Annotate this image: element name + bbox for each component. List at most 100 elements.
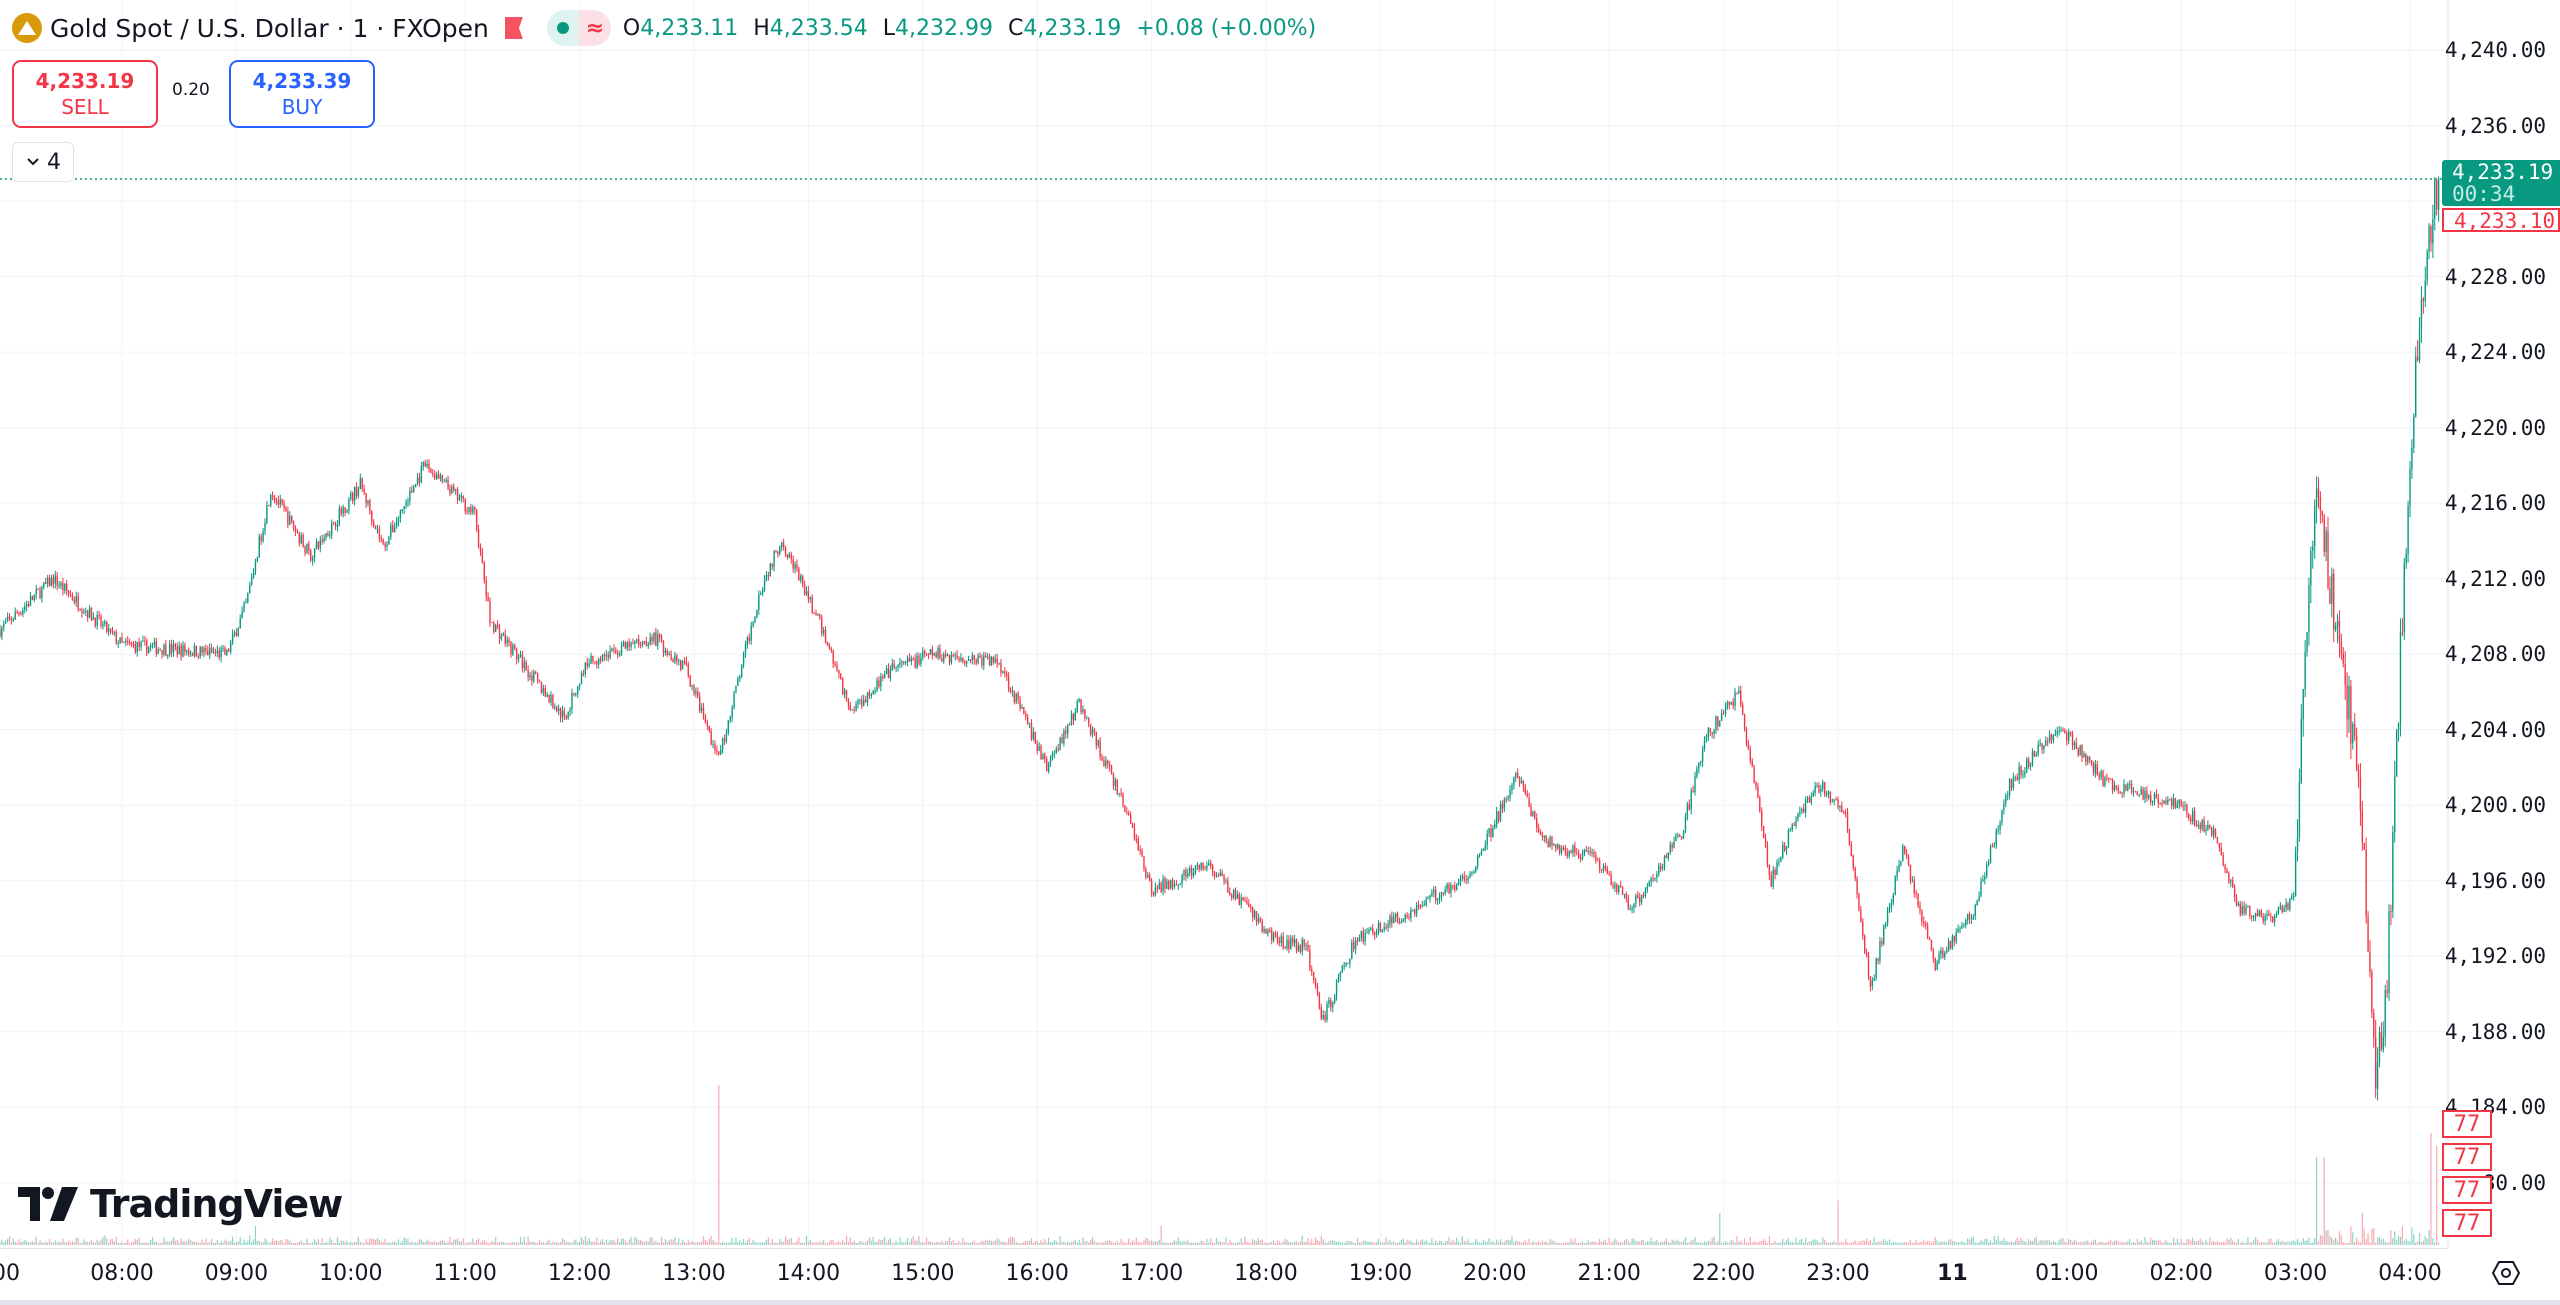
volume-bar xyxy=(1974,1242,1976,1245)
candle xyxy=(168,644,171,656)
tradingview-logo-icon xyxy=(18,1187,78,1221)
candle xyxy=(658,634,661,638)
candle xyxy=(1036,743,1038,751)
volume-bar xyxy=(1841,1241,1843,1245)
volume-bar xyxy=(1850,1242,1852,1245)
candle xyxy=(1469,873,1471,879)
volume-bar xyxy=(272,1238,274,1245)
candle xyxy=(75,596,77,603)
volume-bar xyxy=(1364,1240,1366,1245)
time-tick-label: 20:00 xyxy=(1463,1261,1527,1286)
gold-bars-icon xyxy=(12,13,42,43)
indicators-toggle[interactable]: 4 xyxy=(12,142,74,182)
volume-bar xyxy=(214,1242,217,1245)
time-tick-label: 00 xyxy=(0,1261,20,1286)
candle xyxy=(1831,801,1833,803)
volume-bar xyxy=(1040,1240,1042,1245)
volume-bar xyxy=(1541,1240,1544,1245)
candle xyxy=(630,643,632,647)
candle xyxy=(73,599,76,603)
volume-bar xyxy=(1053,1240,1055,1245)
volume-bar xyxy=(479,1242,482,1245)
candle xyxy=(306,543,308,554)
volume-bar xyxy=(977,1242,979,1245)
volume-bar xyxy=(497,1242,499,1245)
candle xyxy=(376,528,379,530)
candle xyxy=(603,654,606,657)
volume-bar xyxy=(331,1240,333,1245)
volume-bar xyxy=(931,1242,933,1245)
flag-icon[interactable] xyxy=(504,17,523,39)
candle xyxy=(500,635,503,639)
volume-bar xyxy=(1356,1237,1359,1245)
candle xyxy=(517,656,520,660)
price-axis[interactable]: 4,240.00 4,236.00 4,228.00 4,224.00 4,220.00… xyxy=(2445,0,2560,1248)
candle xyxy=(372,521,375,526)
volume-bar xyxy=(2087,1240,2089,1245)
candle xyxy=(1707,728,1710,737)
volume-bar xyxy=(1940,1241,1942,1245)
candle xyxy=(2085,754,2087,762)
volume-bar xyxy=(2407,1241,2409,1245)
volume-bar xyxy=(102,1237,104,1245)
candle xyxy=(2394,776,2396,833)
volume-bar xyxy=(1724,1241,1727,1245)
chart-settings-button[interactable] xyxy=(2488,1258,2524,1288)
candle xyxy=(565,715,567,719)
volume-bar xyxy=(577,1242,579,1245)
volume-bar xyxy=(298,1241,300,1245)
candle xyxy=(1215,875,1218,877)
volume-bar xyxy=(1358,1242,1361,1245)
volume-bar xyxy=(815,1241,817,1245)
volume-bar xyxy=(800,1242,802,1245)
candle xyxy=(1844,812,1847,814)
buy-button[interactable]: 4,233.39 BUY xyxy=(229,60,375,128)
candle xyxy=(2336,620,2339,627)
candle xyxy=(1271,930,1273,941)
volume-bar xyxy=(1368,1241,1370,1245)
candle xyxy=(920,657,922,664)
candle xyxy=(1926,925,1929,939)
grid-lines xyxy=(0,0,2448,1248)
candle xyxy=(1593,852,1595,856)
candle xyxy=(1913,880,1915,894)
candle xyxy=(809,597,812,600)
candle xyxy=(2214,829,2217,838)
volume-bar xyxy=(2203,1242,2205,1245)
candle xyxy=(319,539,321,548)
candle xyxy=(1572,845,1574,854)
volume-bar xyxy=(1505,1239,1507,1245)
candle xyxy=(1774,869,1776,875)
candle xyxy=(102,624,104,626)
candle xyxy=(422,462,424,467)
candle xyxy=(470,506,472,513)
volume-bar xyxy=(691,1241,693,1245)
candle xyxy=(2247,906,2249,908)
volume-bar xyxy=(1450,1241,1452,1245)
candle xyxy=(1280,936,1282,943)
candle xyxy=(2184,805,2186,807)
candle xyxy=(824,629,827,643)
candle xyxy=(1356,940,1359,942)
volume-bar xyxy=(683,1242,686,1245)
candle xyxy=(899,662,901,665)
market-status[interactable]: ≈ xyxy=(546,10,611,46)
volume-bars xyxy=(0,1085,2440,1245)
volume-bar xyxy=(1515,1240,1517,1245)
volume-bar xyxy=(1909,1239,1912,1245)
candle xyxy=(887,668,890,679)
candle xyxy=(1501,803,1504,809)
volume-bar xyxy=(964,1241,966,1245)
candle xyxy=(1986,864,1988,877)
time-axis[interactable]: 0008:0009:0010:0011:0012:0013:0014:0015:… xyxy=(0,1248,2448,1301)
volume-bar xyxy=(1341,1241,1343,1245)
candle xyxy=(1288,939,1290,949)
volume-bar xyxy=(670,1239,672,1245)
volume-bar xyxy=(901,1241,903,1245)
volume-bar xyxy=(1595,1242,1597,1245)
candle xyxy=(79,608,81,611)
sell-button[interactable]: 4,233.19 SELL xyxy=(12,60,158,128)
volume-bar xyxy=(428,1241,430,1245)
symbol-title[interactable]: Gold Spot / U.S. Dollar · 1 · FXOpen xyxy=(50,13,489,43)
